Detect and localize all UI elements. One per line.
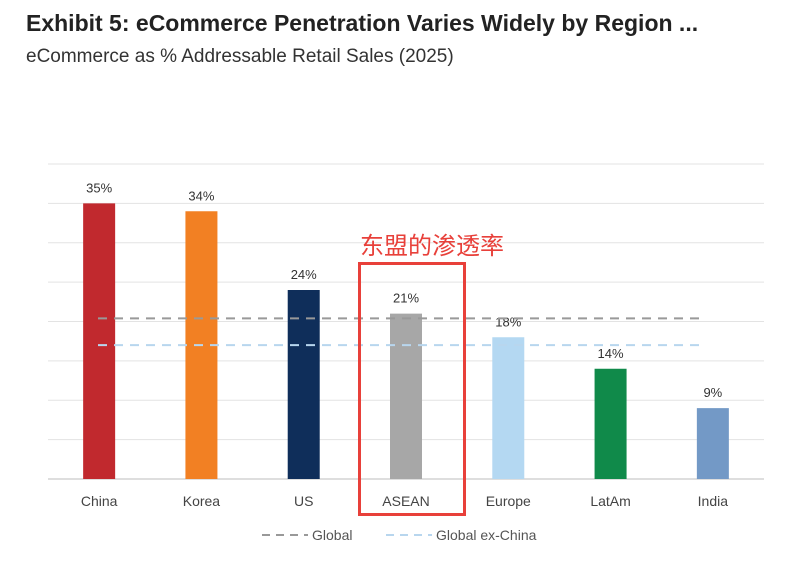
asean-annotation-label: 东盟的渗透率 — [360, 232, 504, 260]
page-subtitle: eCommerce as % Addressable Retail Sales … — [26, 46, 454, 67]
asean-highlight-box — [358, 262, 466, 516]
x-tick-label: Korea — [183, 493, 221, 509]
data-label: 18% — [495, 314, 521, 329]
legend-global-ex-china-label: Global ex-China — [436, 527, 537, 543]
bar-india — [696, 408, 729, 479]
x-tick-label: India — [698, 493, 729, 509]
data-label: 34% — [188, 188, 214, 203]
bar-asean — [390, 313, 422, 479]
bar-us — [287, 290, 320, 479]
x-tick-label: China — [81, 493, 118, 509]
bar-china — [83, 203, 116, 479]
data-label: 35% — [86, 180, 112, 195]
bar-latam — [594, 368, 627, 479]
data-label: 21% — [393, 291, 419, 306]
data-label: 9% — [703, 385, 722, 400]
page-title: Exhibit 5: eCommerce Penetration Varies … — [26, 10, 699, 36]
bar-europe — [492, 337, 525, 479]
x-tick-label: Europe — [486, 493, 531, 509]
x-tick-label: ASEAN — [382, 493, 429, 509]
x-tick-label: US — [294, 493, 313, 509]
legend-global-label: Global — [312, 527, 352, 543]
data-label: 14% — [598, 346, 624, 361]
data-label: 24% — [291, 267, 317, 282]
x-tick-label: LatAm — [590, 493, 630, 509]
